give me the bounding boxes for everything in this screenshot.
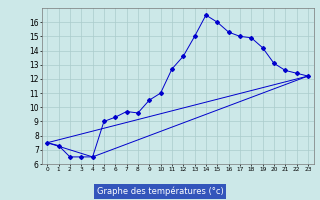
Text: Graphe des températures (°c): Graphe des températures (°c) [97, 186, 223, 196]
